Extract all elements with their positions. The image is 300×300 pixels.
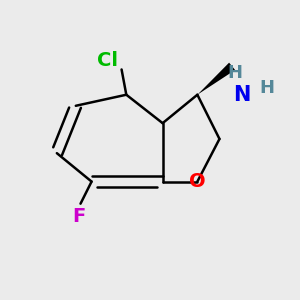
Text: N: N [233,85,250,105]
Text: O: O [189,172,206,191]
Text: H: H [259,80,274,98]
Polygon shape [197,63,235,95]
Text: H: H [228,64,243,82]
Text: F: F [72,207,86,226]
Text: Cl: Cl [97,50,118,70]
